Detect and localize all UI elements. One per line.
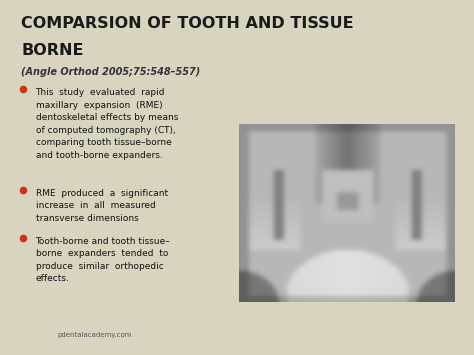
Text: Tooth-borne and tooth tissue–
borne  expanders  tended  to
produce  similar  ort: Tooth-borne and tooth tissue– borne expa…: [36, 237, 170, 283]
Text: This  study  evaluated  rapid
maxillary  expansion  (RME)
dentoskeletal effects : This study evaluated rapid maxillary exp…: [36, 88, 178, 159]
Text: (Angle Orthod 2005;75:548–557): (Angle Orthod 2005;75:548–557): [21, 67, 201, 77]
Text: COMPARSION OF TOOTH AND TISSUE: COMPARSION OF TOOTH AND TISSUE: [21, 16, 354, 31]
Text: RME  produced  a  significant
increase  in  all  measured
transverse dimensions: RME produced a significant increase in a…: [36, 189, 168, 223]
Text: pdentalacademy.com: pdentalacademy.com: [57, 332, 131, 338]
Text: BORNE: BORNE: [21, 43, 84, 58]
